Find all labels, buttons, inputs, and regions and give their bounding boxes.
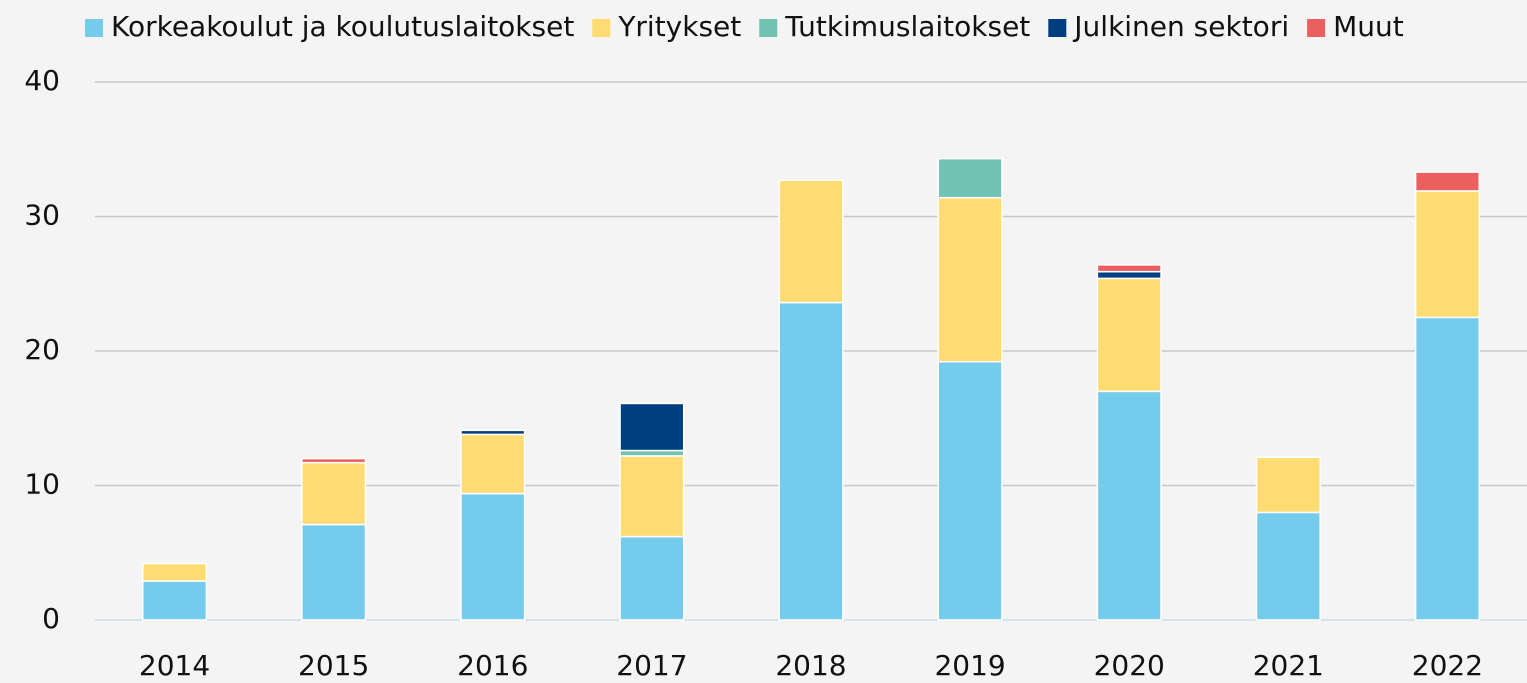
y-tick-label: 0 xyxy=(42,602,60,635)
bar-segment xyxy=(1414,171,1481,192)
y-tick-label: 30 xyxy=(24,199,60,232)
bar-segment xyxy=(937,361,1003,621)
bar-segment xyxy=(1414,190,1481,319)
legend-label: Tutkimuslaitokset xyxy=(784,10,1030,43)
legend-label: Julkinen sektori xyxy=(1072,10,1289,43)
x-tick-label: 2022 xyxy=(1412,649,1483,682)
bar-segment xyxy=(460,433,526,495)
bar-segment xyxy=(1255,511,1321,621)
y-tick-label: 20 xyxy=(24,333,60,366)
bar-segment xyxy=(937,157,1003,199)
bar-segment xyxy=(1096,390,1162,621)
x-tick-label: 2016 xyxy=(457,649,528,682)
x-tick-label: 2018 xyxy=(775,649,846,682)
y-tick-label: 40 xyxy=(24,64,60,97)
bar-segment xyxy=(460,492,526,621)
bar-segment xyxy=(937,196,1003,363)
bar-segment xyxy=(778,179,844,304)
bar-segment xyxy=(1096,277,1162,393)
bar-segment xyxy=(141,562,208,582)
bar-segment xyxy=(619,535,685,621)
legend-swatch xyxy=(759,19,778,37)
bar-segment xyxy=(301,523,367,621)
bar-segment xyxy=(1255,456,1321,514)
bar-segment xyxy=(301,457,367,464)
legend-label: Korkeakoulut ja koulutuslaitokset xyxy=(111,10,574,43)
x-tick-label: 2020 xyxy=(1094,649,1165,682)
legend-label: Muut xyxy=(1333,10,1404,43)
x-tick-label: 2019 xyxy=(934,649,1005,682)
bar-segment xyxy=(141,580,208,621)
x-tick-label: 2021 xyxy=(1253,649,1324,682)
legend-swatch xyxy=(1048,19,1067,37)
legend-label: Yritykset xyxy=(617,10,741,43)
bar-segment xyxy=(1414,316,1481,621)
bar-segment xyxy=(460,429,526,436)
bar-segment xyxy=(301,461,367,526)
x-tick-label: 2017 xyxy=(616,649,687,682)
legend-swatch xyxy=(85,19,103,37)
bar-segment xyxy=(1096,270,1162,280)
legend-swatch xyxy=(1307,19,1326,37)
x-tick-label: 2014 xyxy=(139,649,210,682)
bar-segment xyxy=(619,455,685,538)
bar-segment xyxy=(778,301,844,621)
x-tick-label: 2015 xyxy=(298,649,369,682)
y-tick-label: 10 xyxy=(24,468,60,501)
bar-segment xyxy=(1096,264,1162,273)
legend-swatch xyxy=(592,19,611,37)
bar-segment xyxy=(619,449,685,457)
bar-segment xyxy=(619,402,685,452)
